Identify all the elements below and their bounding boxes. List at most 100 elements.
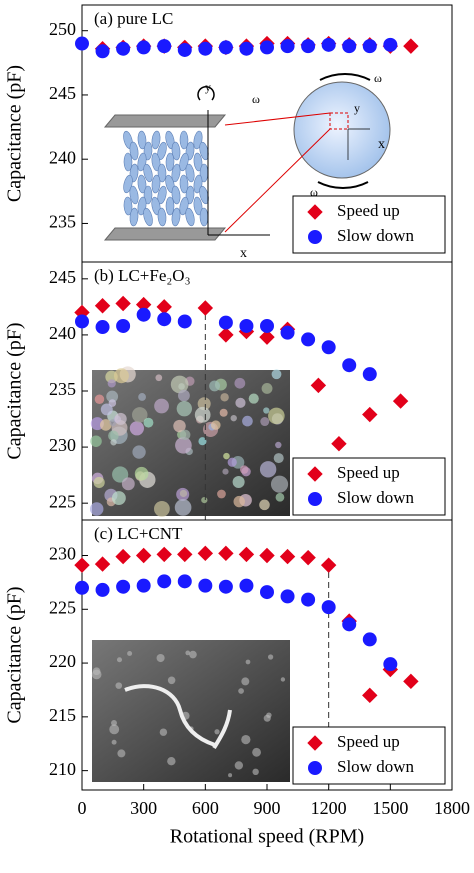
inset-label: y bbox=[205, 80, 211, 94]
sem-grain bbox=[261, 383, 273, 394]
circle-marker bbox=[95, 320, 110, 335]
circle-marker bbox=[321, 37, 336, 52]
sem-image bbox=[89, 366, 290, 517]
diamond-marker bbox=[238, 546, 255, 563]
sem-grain bbox=[273, 453, 284, 464]
sem-grain bbox=[100, 403, 113, 416]
y-tick-label: 225 bbox=[49, 597, 76, 617]
x-tick-label: 900 bbox=[254, 798, 281, 818]
lc-molecule bbox=[151, 174, 161, 194]
sem-grain bbox=[201, 496, 208, 504]
lc-molecule bbox=[151, 152, 161, 172]
legend-label: Slow down bbox=[337, 226, 414, 245]
lc-molecule bbox=[165, 196, 175, 216]
inset-label: y bbox=[354, 101, 360, 115]
lc-molecule bbox=[143, 185, 153, 205]
lc-molecule bbox=[179, 130, 189, 150]
circle-marker bbox=[177, 314, 192, 329]
sem-grain bbox=[159, 728, 168, 736]
legend-label: Slow down bbox=[337, 757, 414, 776]
lc-molecule bbox=[193, 196, 203, 216]
sem-grain bbox=[174, 499, 192, 516]
legend-label: Speed up bbox=[337, 463, 400, 482]
diamond-marker bbox=[362, 406, 378, 423]
legend-box bbox=[292, 457, 446, 516]
y-tick-label: 230 bbox=[49, 544, 76, 564]
diamond-marker bbox=[156, 299, 172, 315]
sem-grain bbox=[156, 653, 165, 663]
lc-molecule bbox=[129, 141, 139, 161]
sem-grain bbox=[242, 415, 253, 427]
sem-grain bbox=[234, 377, 246, 389]
lc-molecule bbox=[157, 185, 167, 205]
sem-grain bbox=[185, 650, 191, 656]
y-tick-label: 245 bbox=[49, 267, 76, 287]
lc-molecule bbox=[165, 152, 175, 172]
sem-grain bbox=[268, 407, 285, 425]
panel-title: (a) pure LC bbox=[94, 9, 173, 28]
y-tick-label: 230 bbox=[49, 435, 76, 455]
diamond-marker bbox=[259, 329, 275, 345]
circle-marker bbox=[321, 600, 336, 615]
sem-grain bbox=[241, 734, 251, 745]
diamond-marker bbox=[310, 377, 327, 394]
lc-molecule bbox=[123, 152, 133, 172]
sem-grain bbox=[111, 491, 126, 506]
x-tick-label: 600 bbox=[192, 798, 219, 818]
sem-grain bbox=[167, 756, 176, 766]
lc-molecule bbox=[185, 207, 195, 227]
lc-molecule bbox=[171, 141, 181, 161]
sem-grain bbox=[275, 492, 285, 502]
sem-grain bbox=[132, 407, 148, 423]
sem-grain bbox=[129, 421, 144, 436]
sem-grain bbox=[175, 436, 192, 454]
circle-marker bbox=[342, 358, 357, 373]
sem-grain bbox=[178, 389, 190, 402]
lc-molecule bbox=[151, 130, 161, 150]
sem-grain bbox=[275, 441, 282, 449]
x-tick-label: 0 bbox=[78, 798, 87, 818]
circle-marker bbox=[116, 579, 131, 594]
legend-label: Slow down bbox=[337, 488, 414, 507]
circle-marker bbox=[198, 41, 213, 56]
sem-grain bbox=[227, 457, 237, 467]
lc-molecule bbox=[157, 207, 167, 227]
sem-grain bbox=[235, 397, 246, 408]
circle-marker bbox=[198, 578, 213, 593]
sem-grain bbox=[223, 452, 230, 460]
legend-marker bbox=[307, 204, 323, 220]
panel-title: (b) LC+Fe₂O₃ bbox=[94, 266, 191, 285]
circle-marker bbox=[218, 579, 233, 594]
legend-marker bbox=[308, 230, 322, 244]
inset-label: x bbox=[240, 246, 247, 261]
sem-grain bbox=[91, 669, 102, 680]
sem-grain bbox=[267, 654, 274, 660]
circle-marker bbox=[362, 39, 377, 54]
sem-grain bbox=[209, 380, 220, 392]
sem-grain bbox=[134, 466, 149, 481]
sem-grain bbox=[248, 393, 259, 404]
diamond-marker bbox=[403, 673, 419, 690]
diamond-marker bbox=[218, 545, 234, 562]
legend-box bbox=[292, 726, 446, 785]
circle-marker bbox=[157, 574, 172, 589]
sem-grain bbox=[155, 374, 163, 382]
circle-marker bbox=[75, 314, 89, 329]
sem-grain bbox=[245, 659, 251, 665]
sem-grain bbox=[232, 475, 245, 488]
circle-marker bbox=[321, 340, 336, 355]
y-tick-label: 220 bbox=[49, 651, 76, 671]
diamond-marker bbox=[115, 548, 131, 565]
circle-marker bbox=[136, 578, 151, 593]
y-tick-label: 235 bbox=[49, 212, 76, 232]
circle-marker bbox=[280, 589, 295, 604]
diamond-marker bbox=[177, 546, 193, 563]
sem-grain bbox=[94, 394, 105, 404]
sem-grain bbox=[194, 406, 211, 423]
diamond-marker bbox=[259, 547, 275, 564]
y-tick-label: 245 bbox=[49, 83, 76, 103]
circle-marker bbox=[301, 592, 316, 607]
sem-grain bbox=[217, 489, 226, 499]
lc-molecule bbox=[185, 163, 195, 183]
legend-marker bbox=[307, 735, 323, 751]
